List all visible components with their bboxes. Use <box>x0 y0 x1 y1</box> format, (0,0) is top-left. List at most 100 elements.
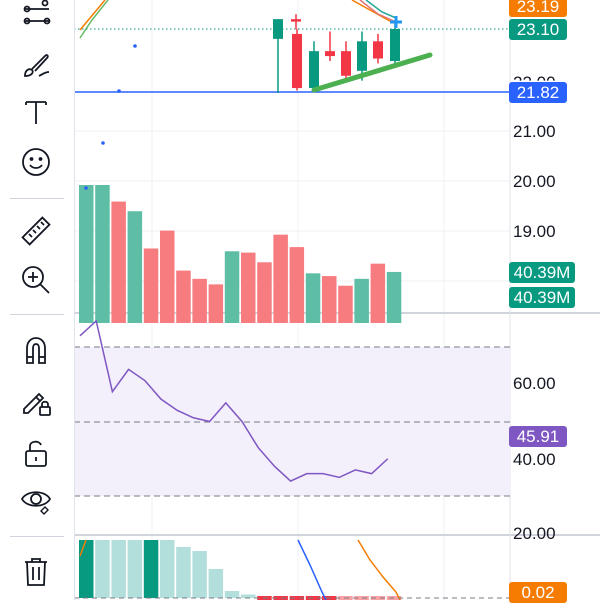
macd-bar <box>192 551 207 598</box>
price-axis-tick: 21.00 <box>513 122 556 141</box>
smiley-icon <box>22 148 50 176</box>
eye-icon <box>20 491 52 515</box>
candle <box>390 24 400 64</box>
unlock-icon <box>25 440 47 467</box>
candle <box>292 29 302 91</box>
candle <box>325 31 335 61</box>
macd-bar <box>95 540 110 598</box>
volume-bar <box>143 248 159 323</box>
ruler-icon <box>21 216 51 246</box>
signal-dots <box>84 44 137 190</box>
volume-ma-label: 40.39M <box>509 287 575 308</box>
volume-bar <box>305 273 321 323</box>
macd-line <box>297 539 327 600</box>
macd-signal-line <box>79 539 87 557</box>
zoom-in-tool[interactable] <box>12 260 60 300</box>
macd-histogram <box>79 540 402 600</box>
visibility-tool[interactable] <box>12 480 60 520</box>
volume-bar <box>192 278 207 323</box>
rsi-axis-tick: 60.00 <box>513 374 556 393</box>
text-icon <box>25 101 47 124</box>
ma-line-red <box>359 0 397 23</box>
macd-bar <box>127 540 143 598</box>
macd-bar <box>224 591 240 598</box>
delete-tool[interactable] <box>12 551 60 591</box>
macd-bar <box>289 596 305 600</box>
lock-drawing-tool[interactable] <box>12 381 60 421</box>
volume-bar <box>111 201 126 323</box>
toolbar-separator <box>10 536 64 537</box>
volume-label: 40.39M <box>509 262 575 283</box>
candle <box>373 33 383 64</box>
volume-bar <box>257 262 272 323</box>
crosshair-icon <box>390 16 402 28</box>
text-tool[interactable] <box>12 92 60 132</box>
volume-bar <box>386 271 402 323</box>
rsi-axis-tick: 40.00 <box>513 450 556 469</box>
pencil-lock-icon <box>23 392 51 416</box>
signal-dot <box>133 44 137 48</box>
drawing-toolbar <box>0 0 75 600</box>
macd-bar <box>111 540 126 598</box>
last-price-label: 23.19 <box>509 0 567 17</box>
brush-icon <box>24 54 50 77</box>
macd-bar <box>160 540 175 598</box>
measure-tool[interactable] <box>12 211 60 251</box>
macd-bar <box>370 596 386 600</box>
horizontal-line-price-label: 21.82 <box>509 82 567 103</box>
volume-bar <box>127 211 143 323</box>
zoom-in-icon <box>22 266 50 294</box>
current-price-label: 23.10 <box>509 19 567 40</box>
toolbar-separator <box>10 198 64 199</box>
macd-bar <box>241 594 256 598</box>
volume-bar <box>289 247 305 323</box>
signal-dot <box>84 186 88 190</box>
candle <box>357 31 367 81</box>
macd-bar <box>79 540 94 598</box>
signal-dot <box>101 141 105 145</box>
volume-bar <box>224 251 240 323</box>
volume-bar <box>95 185 110 323</box>
trend-line-tool[interactable] <box>12 0 60 34</box>
ma-line-teal <box>365 0 397 19</box>
volume-bar <box>176 270 191 323</box>
emoji-tool[interactable] <box>12 142 60 182</box>
trend-line-drawing[interactable] <box>311 52 433 93</box>
volume-bar <box>79 185 94 323</box>
macd-bar <box>386 596 402 600</box>
volume-bar <box>370 263 386 323</box>
macd-signal-line <box>357 539 401 600</box>
ma-line-orange <box>79 0 106 31</box>
candle <box>341 41 351 81</box>
rsi-line <box>79 319 389 482</box>
macd-bar <box>143 540 159 598</box>
ma-line-green <box>79 0 109 39</box>
candlesticks <box>273 14 400 93</box>
price-axis-tick-partial: 22.00 <box>513 73 573 81</box>
macd-bar <box>176 546 191 598</box>
volume-bar <box>208 284 224 323</box>
toolbar-separator <box>10 314 64 315</box>
brush-tool[interactable] <box>12 45 60 85</box>
magnet-icon <box>26 337 46 364</box>
volume-bar <box>354 278 369 323</box>
macd-bar <box>305 596 321 600</box>
volume-bars <box>79 185 402 323</box>
price-axis-tick: 20.00 <box>513 172 556 191</box>
volume-bar <box>273 234 288 323</box>
volume-bar <box>160 230 175 323</box>
macd-bar <box>273 596 288 600</box>
macd-bar <box>208 569 224 598</box>
rsi-axis-tick: 20.00 <box>513 524 556 543</box>
volume-bar <box>322 276 337 323</box>
unlock-tool[interactable] <box>12 433 60 473</box>
candle <box>273 19 283 93</box>
ma-line-orange-2 <box>351 0 397 25</box>
macd-bar <box>354 596 369 600</box>
rsi-value-label: 45.91 <box>509 426 567 447</box>
moving-averages <box>79 0 397 39</box>
magnet-tool[interactable] <box>12 330 60 370</box>
trend-line-icon <box>23 0 51 25</box>
trash-icon <box>25 558 47 586</box>
